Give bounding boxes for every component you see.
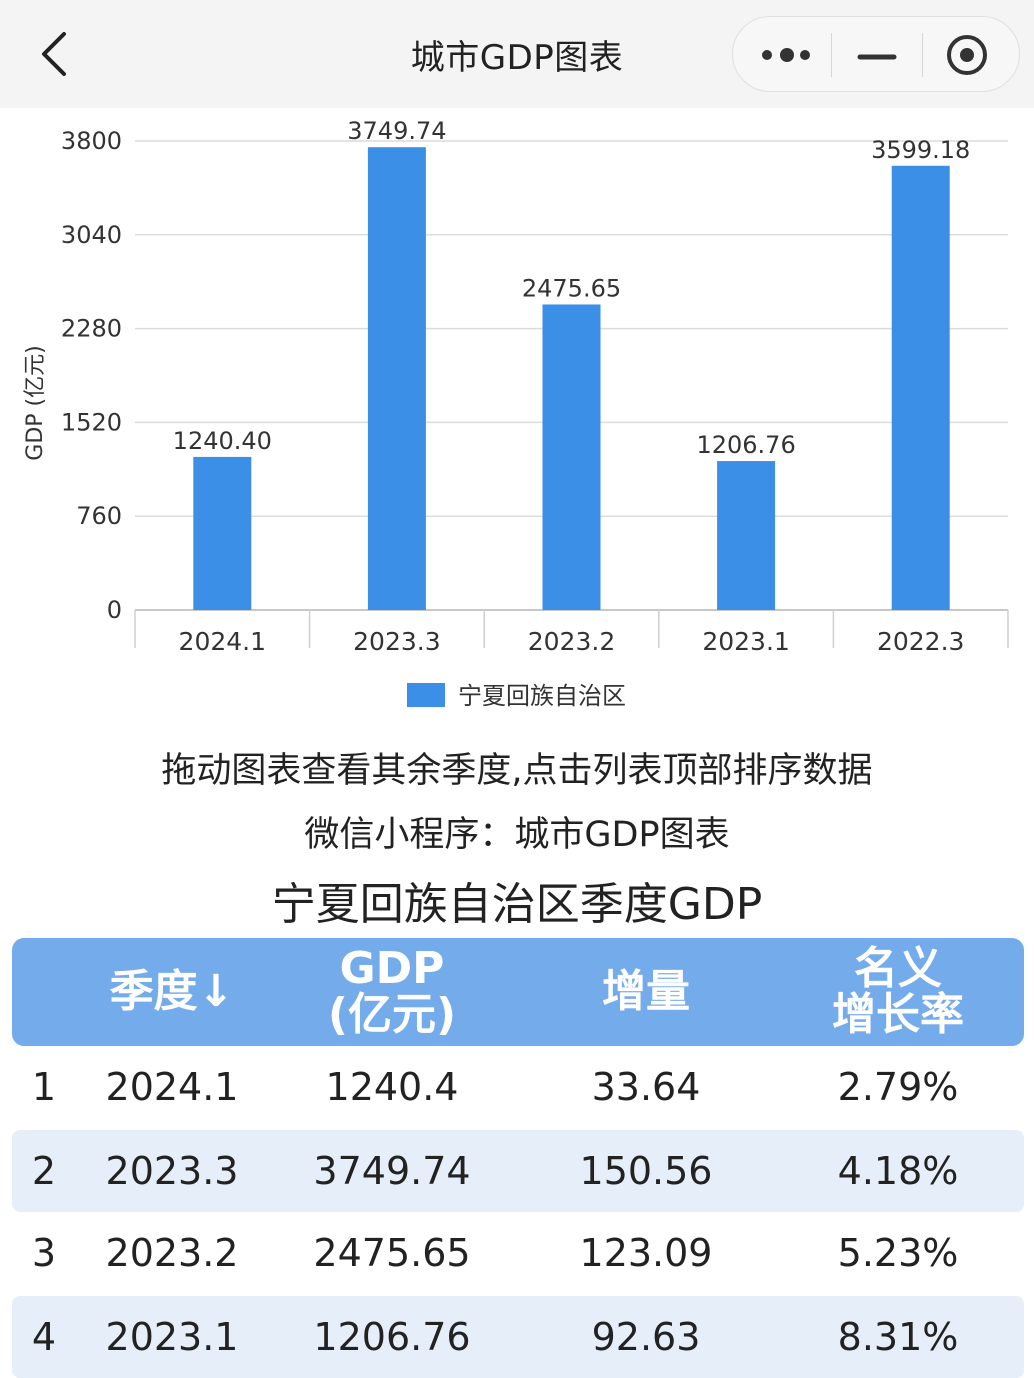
rank-cell: 4: [31, 1315, 57, 1359]
increase-cell: 33.64: [591, 1065, 701, 1109]
table-header: 季度↓ GDP (亿元) 增量 名义 增长率: [12, 938, 1024, 1046]
mini-program-text: 微信小程序：城市GDP图表: [304, 815, 730, 855]
minus-icon: [857, 54, 897, 60]
more-button[interactable]: [733, 17, 831, 93]
gdp-cell: 1240.4: [325, 1065, 459, 1109]
table-row[interactable]: 4 2023.1 1206.76 92.63 8.31%: [12, 1296, 1024, 1378]
quarter-cell: 2024.1: [105, 1065, 239, 1109]
increase-cell: 123.09: [579, 1231, 713, 1275]
bar[interactable]: [367, 147, 426, 611]
column-header-gdp[interactable]: GDP (亿元): [292, 938, 492, 1046]
legend[interactable]: 宁夏回族自治区: [407, 682, 626, 710]
more-dots-icon: [762, 48, 810, 62]
y-tick-label: 0: [107, 596, 122, 624]
y-tick-label: 760: [76, 502, 122, 530]
y-tick-label: 2280: [61, 315, 122, 343]
column-header-quarter-label: 季度↓: [109, 966, 235, 1017]
gdp-bar-chart[interactable]: 0 760 1520 2280 3040 3800 1240.40 2024.1 3749.74…: [0, 108, 1034, 728]
x-tick-label: 2024.1: [179, 627, 266, 656]
rank-cell: 2: [31, 1149, 57, 1193]
rate-cell: 8.31%: [837, 1315, 959, 1359]
y-tick-label: 3800: [61, 127, 122, 155]
column-header-rate[interactable]: 名义 增长率: [798, 938, 998, 1046]
capsule-menu: [732, 16, 1020, 92]
bar[interactable]: [891, 165, 950, 611]
y-tick-label: 3040: [61, 221, 122, 249]
legend-label: 宁夏回族自治区: [458, 682, 626, 710]
y-axis-label: GDP (亿元): [23, 345, 48, 460]
data-label: 3599.18: [871, 136, 970, 164]
increase-cell: 92.63: [591, 1315, 701, 1359]
data-label: 1206.76: [696, 431, 795, 459]
data-label: 3749.74: [347, 117, 446, 145]
column-header-quarter[interactable]: 季度↓: [72, 938, 272, 1046]
data-label: 2475.65: [522, 274, 621, 302]
capsule-divider: [831, 33, 832, 77]
back-button[interactable]: [30, 26, 80, 82]
gdp-cell: 3749.74: [313, 1149, 471, 1193]
quarter-cell: 2023.3: [105, 1149, 239, 1193]
gdp-cell: 2475.65: [313, 1231, 471, 1275]
column-header-rate-label: 名义: [854, 943, 942, 994]
rank-cell: 3: [31, 1231, 57, 1275]
bar[interactable]: [193, 456, 252, 610]
column-header-gdp-unit: (亿元): [327, 989, 457, 1040]
bar[interactable]: [717, 461, 776, 610]
column-header-increase-label: 增量: [602, 966, 690, 1017]
table-row[interactable]: 2 2023.3 3749.74 150.56 4.18%: [12, 1130, 1024, 1212]
table-row[interactable]: 3 2023.2 2475.65 123.09 5.23%: [12, 1212, 1024, 1294]
close-button[interactable]: [923, 17, 1019, 93]
x-tick-label: 2023.2: [528, 627, 615, 656]
column-header-increase[interactable]: 增量: [546, 938, 746, 1046]
gdp-cell: 1206.76: [313, 1315, 471, 1359]
column-header-rate-label-2: 增长率: [832, 989, 964, 1040]
page-title: 城市GDP图表: [410, 38, 624, 78]
table-row[interactable]: 1 2024.1 1240.4 33.64 2.79%: [12, 1046, 1024, 1128]
table-title: 宁夏回族自治区季度GDP: [271, 879, 763, 930]
data-label: 1240.40: [173, 427, 272, 455]
x-tick-label: 2022.3: [877, 627, 964, 656]
quarter-cell: 2023.1: [105, 1315, 239, 1359]
target-circle-icon: [947, 35, 987, 75]
capsule-divider: [922, 33, 923, 77]
rate-cell: 5.23%: [837, 1231, 959, 1275]
x-tick-label: 2023.3: [353, 627, 440, 656]
rate-cell: 4.18%: [837, 1149, 959, 1193]
bar[interactable]: [542, 304, 601, 610]
nav-bar: 城市GDP图表: [0, 0, 1034, 108]
x-tick-label: 2023.1: [702, 627, 789, 656]
y-tick-label: 1520: [61, 408, 122, 436]
legend-swatch: [407, 683, 445, 707]
minimize-button[interactable]: [832, 17, 922, 93]
quarter-cell: 2023.2: [105, 1231, 239, 1275]
rate-cell: 2.79%: [837, 1065, 959, 1109]
increase-cell: 150.56: [579, 1149, 713, 1193]
column-header-gdp-label: GDP: [339, 943, 445, 994]
chevron-left-icon: [42, 32, 66, 76]
hint-text: 拖动图表查看其余季度,点击列表顶部排序数据: [161, 751, 873, 791]
rank-cell: 1: [31, 1065, 57, 1109]
